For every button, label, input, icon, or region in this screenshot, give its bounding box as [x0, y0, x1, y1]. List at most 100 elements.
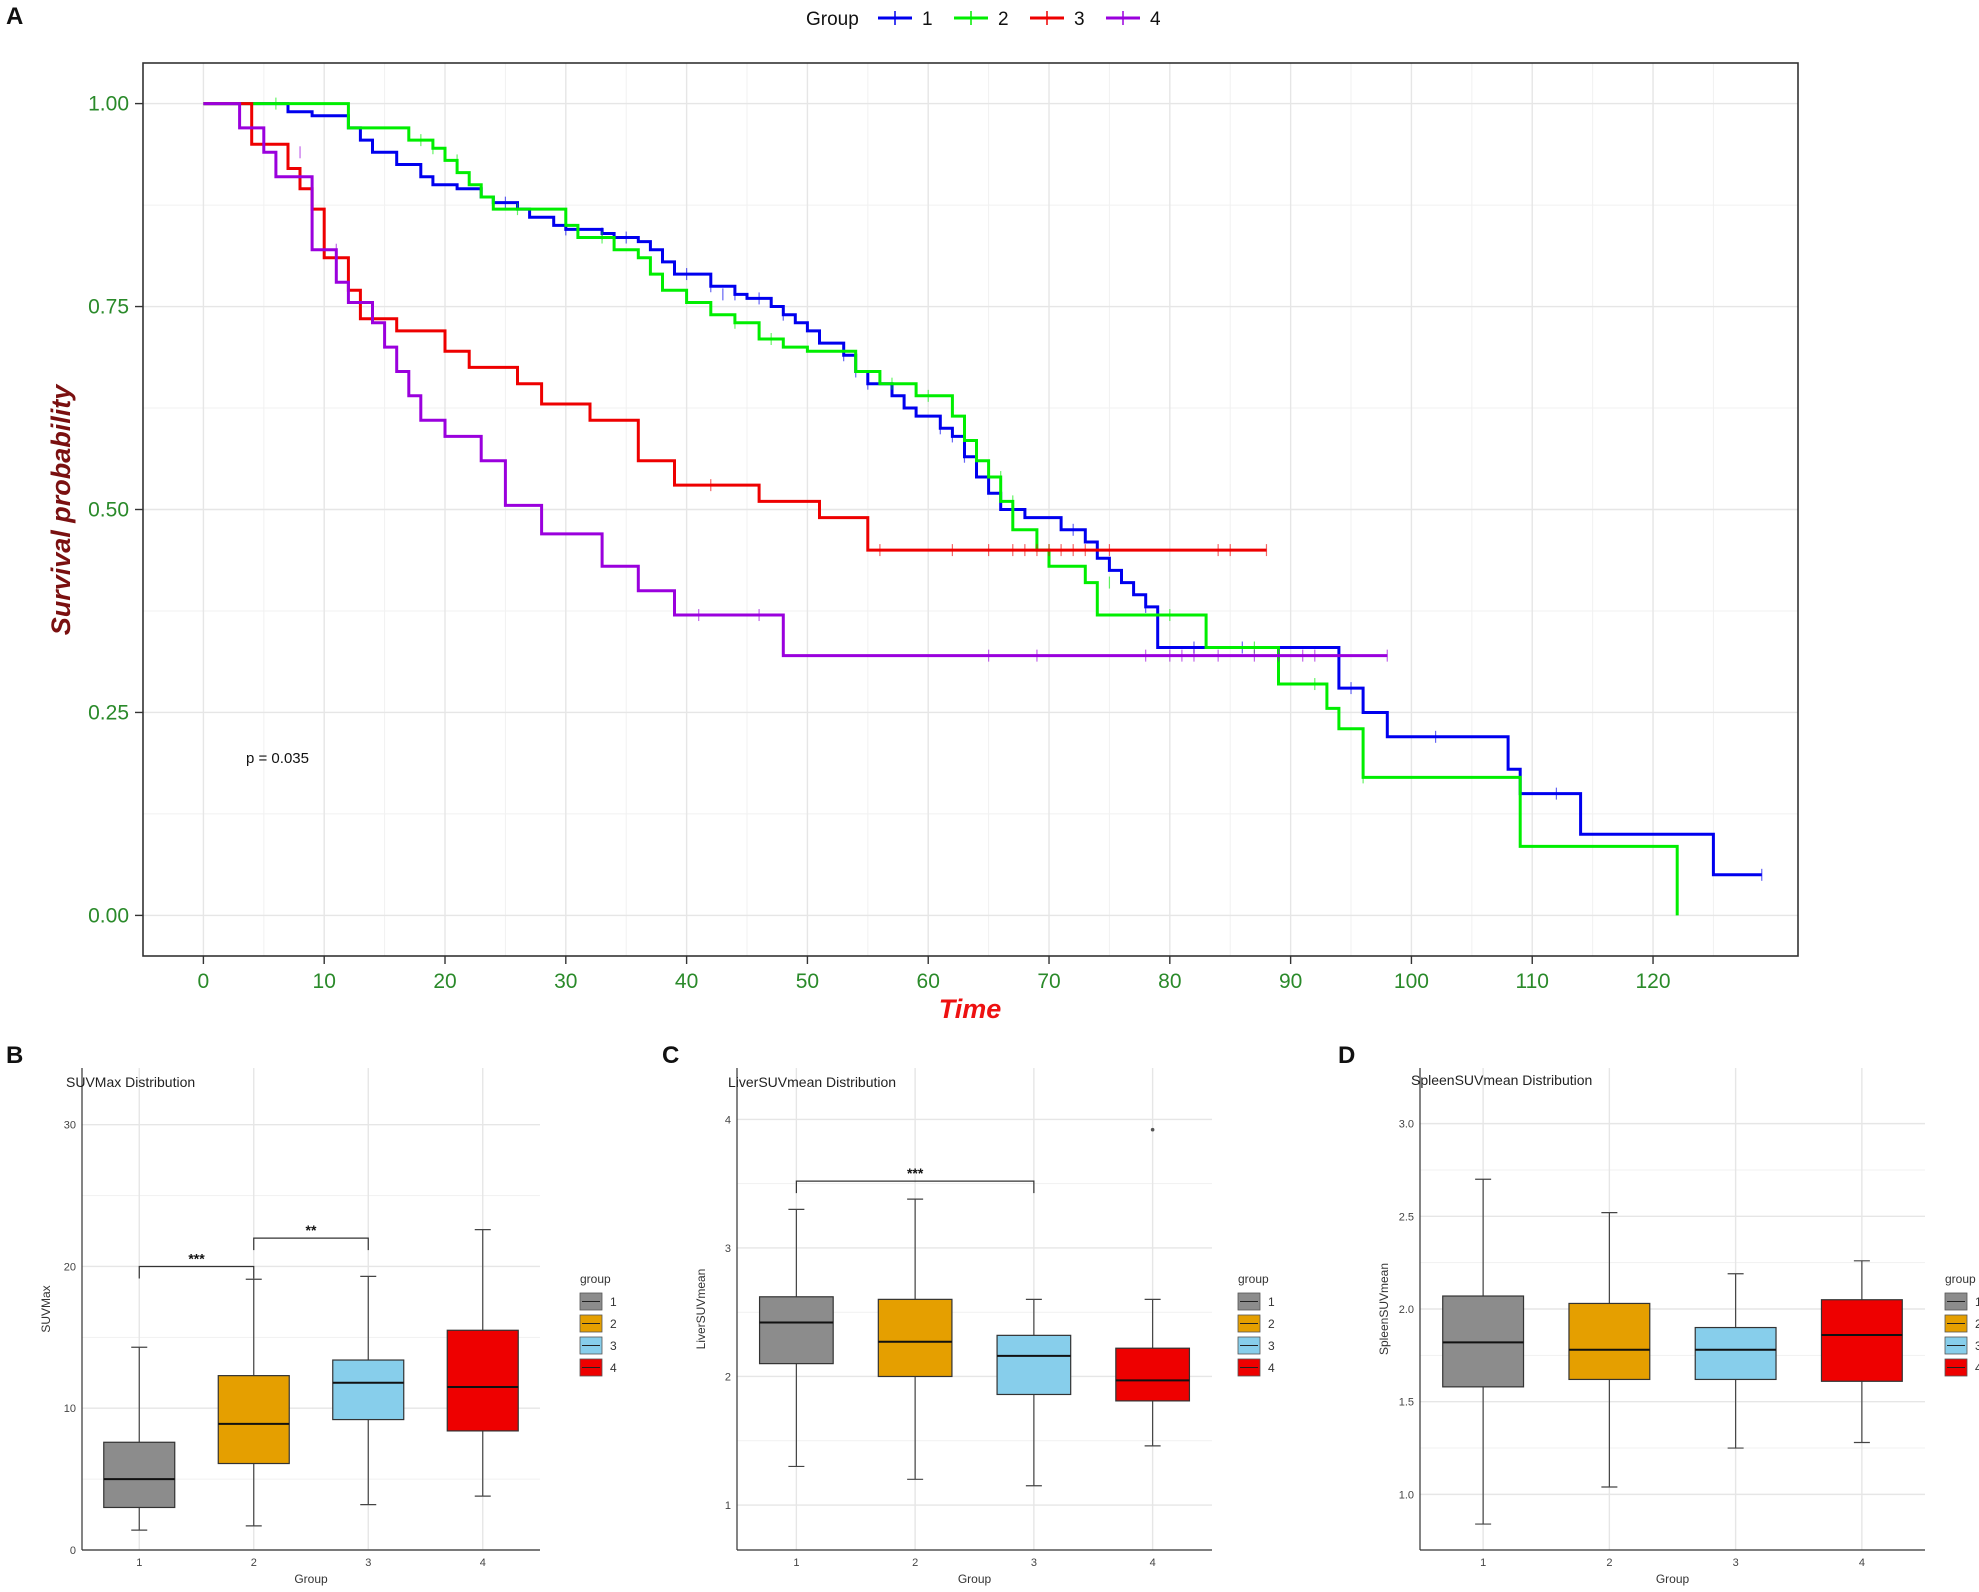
box-y-tick-label: 4 [725, 1114, 731, 1126]
box-legend-label-2: 2 [1268, 1317, 1275, 1331]
panel-letter-c: C [662, 1042, 679, 1069]
box-x-tick-label: 3 [1733, 1557, 1739, 1569]
km-y-tick-label: 0.50 [88, 499, 129, 522]
box-iqr-group-3 [1694, 1326, 1777, 1381]
km-x-tick-label: 110 [1515, 970, 1548, 993]
box-y-tick-label: 1.0 [1399, 1489, 1414, 1501]
box-y-tick-label: 2 [725, 1371, 731, 1383]
km-y-tick-label: 0.75 [88, 296, 129, 319]
box-y-tick-label: 1.5 [1399, 1397, 1414, 1409]
km-legend-label-2: 2 [998, 9, 1009, 30]
box-legend-title: group [580, 1272, 611, 1286]
box-x-tick-label: 4 [480, 1557, 486, 1569]
km-x-tick-label: 80 [1158, 970, 1181, 993]
km-curve-group-4 [203, 102, 1388, 658]
box-x-tick-label: 1 [793, 1557, 799, 1569]
km-y-axis-label: Survival probability [46, 383, 76, 636]
box-x-tick-label: 2 [1606, 1557, 1612, 1569]
km-legend-label-3: 3 [1074, 9, 1085, 30]
box-title: SUVMax Distribution [66, 1074, 195, 1090]
box-iqr-group-4 [1820, 1299, 1903, 1382]
km-x-tick-label: 50 [796, 970, 819, 993]
panel-letter-a: A [6, 3, 23, 30]
box-legend-label-1: 1 [610, 1295, 617, 1309]
box-y-axis-label: SUVMax [39, 1285, 53, 1332]
km-survival-chart: 0 10 20 30 40 50 60 70 80 90 100 110 120 0.00 0.25 0.5… [46, 9, 1799, 1024]
box-x-tick-label: 3 [365, 1557, 371, 1569]
box-x-tick-label: 4 [1150, 1557, 1156, 1569]
km-curves [203, 97, 1763, 916]
box-iqr-group-4 [1115, 1347, 1191, 1402]
box-significance-bracket [795, 1180, 1035, 1194]
box-x-tick-label: 3 [1031, 1557, 1037, 1569]
panel-letter-b: B [6, 1042, 23, 1069]
box-legend-title: group [1238, 1272, 1269, 1286]
box-title: LiverSUVmean Distribution [728, 1074, 896, 1090]
spleen-suvmean-boxplot: 1.0 1.5 2.0 2.5 3.0 1 2 3 4 SpleenSUVmean Distrib… [1377, 1068, 1979, 1586]
box-y-tick-label: 0 [70, 1545, 76, 1557]
km-y-ticks: 0.00 0.25 0.50 0.75 1.00 [88, 93, 143, 927]
box-iqr-group-3 [332, 1359, 405, 1421]
box-legend-label-4: 4 [1268, 1361, 1275, 1375]
km-x-tick-label: 30 [554, 970, 577, 993]
box-iqr-group-1 [103, 1441, 176, 1509]
box-iqr-group-2 [1568, 1302, 1651, 1381]
box-y-tick-label: 1 [725, 1500, 731, 1512]
km-legend-label-4: 4 [1150, 9, 1161, 30]
box-legend-label-3: 3 [610, 1339, 617, 1353]
km-y-tick-label: 0.00 [88, 904, 129, 927]
box-iqr-group-2 [217, 1375, 290, 1465]
box-title: SpleenSUVmean Distribution [1411, 1072, 1592, 1088]
box-legend-label-1: 1 [1268, 1295, 1275, 1309]
km-legend-title: Group [806, 9, 859, 30]
box-y-axis-label: LiverSUVmean [694, 1269, 708, 1350]
box-x-tick-label: 1 [1480, 1557, 1486, 1569]
km-gridlines [143, 63, 1798, 956]
km-pvalue-annotation: p = 0.035 [246, 750, 309, 767]
box-x-tick-label: 2 [251, 1557, 257, 1569]
liver-suvmean-boxplot: 1 2 3 4 1 2 3 4 LiverSUVmean Distribution Group Li… [694, 1068, 1275, 1586]
box-y-tick-label: 3 [725, 1243, 731, 1255]
km-legend: Group 1 2 3 4 [806, 9, 1161, 30]
km-x-tick-label: 40 [675, 970, 698, 993]
box-x-tick-label: 1 [136, 1557, 142, 1569]
box-y-tick-label: 10 [64, 1403, 76, 1415]
box-outlier-point [1150, 1127, 1155, 1132]
km-x-ticks: 0 10 20 30 40 50 60 70 80 90 100 110 120 [198, 956, 1671, 993]
box-y-tick-label: 2.5 [1399, 1211, 1414, 1223]
box-x-axis-label: Group [294, 1572, 328, 1586]
box-legend-label-1: 1 [1975, 1295, 1979, 1309]
box-x-axis-label: Group [1656, 1572, 1690, 1586]
box-iqr-group-1 [758, 1296, 834, 1365]
box-x-tick-label: 2 [912, 1557, 918, 1569]
km-x-tick-label: 0 [198, 970, 210, 993]
box-legend-label-4: 4 [1975, 1361, 1979, 1375]
km-x-tick-label: 70 [1037, 970, 1060, 993]
km-x-tick-label: 60 [917, 970, 940, 993]
km-x-tick-label: 90 [1279, 970, 1302, 993]
km-y-tick-label: 1.00 [88, 93, 129, 116]
km-curve-group-3 [203, 102, 1267, 552]
suvmax-boxplot: 0 10 20 30 1 2 3 4 SUVMax Distribution Group SUVMa… [39, 1068, 617, 1586]
box-significance-bracket [253, 1237, 369, 1251]
box-iqr-group-2 [877, 1298, 953, 1378]
box-significance-bracket [138, 1265, 255, 1279]
box-legend-label-2: 2 [1975, 1317, 1979, 1331]
box-iqr-group-3 [996, 1334, 1072, 1396]
km-x-tick-label: 10 [313, 970, 336, 993]
box-significance-stars: *** [907, 1165, 924, 1181]
box-significance-stars: ** [306, 1222, 317, 1238]
box-legend-label-2: 2 [610, 1317, 617, 1331]
km-x-tick-label: 20 [433, 970, 456, 993]
box-x-tick-label: 4 [1859, 1557, 1865, 1569]
km-x-tick-label: 100 [1394, 970, 1429, 993]
km-x-axis-label: Time [939, 994, 1002, 1024]
box-legend-title: group [1945, 1272, 1976, 1286]
km-legend-label-1: 1 [922, 9, 933, 30]
box-y-tick-label: 3.0 [1399, 1119, 1414, 1131]
box-significance-stars: *** [188, 1250, 205, 1266]
panel-letter-d: D [1338, 1042, 1355, 1069]
km-y-tick-label: 0.25 [88, 701, 129, 724]
km-x-tick-label: 120 [1636, 970, 1671, 993]
